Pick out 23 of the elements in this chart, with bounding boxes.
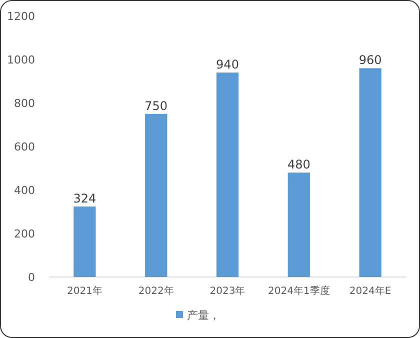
data-label: 750	[144, 98, 168, 113]
y-tick-label: 1000	[7, 54, 35, 66]
x-tick-label: 2023年	[210, 285, 246, 297]
x-tick-label: 2021年	[66, 285, 102, 297]
y-tick-label: 0	[28, 271, 35, 284]
data-label: 480	[287, 158, 310, 172]
legend-label: 产量，	[187, 309, 220, 322]
x-tick-label: 2024年1季度	[268, 285, 330, 297]
x-tick-label: 2022年	[138, 285, 174, 297]
y-tick-label: 800	[14, 97, 35, 110]
bar	[74, 206, 96, 277]
y-tick-label: 400	[14, 184, 35, 197]
data-label: 960	[358, 53, 382, 68]
y-tick-label: 1200	[7, 10, 35, 23]
y-tick-label: 600	[14, 140, 35, 154]
y-tick-label: 200	[14, 228, 35, 240]
bar	[145, 114, 168, 277]
data-label: 324	[73, 192, 96, 206]
bar	[216, 72, 239, 277]
bar	[359, 68, 382, 277]
x-tick-label: 2024年E	[349, 285, 392, 297]
bar	[288, 172, 310, 277]
data-label: 940	[216, 58, 239, 72]
